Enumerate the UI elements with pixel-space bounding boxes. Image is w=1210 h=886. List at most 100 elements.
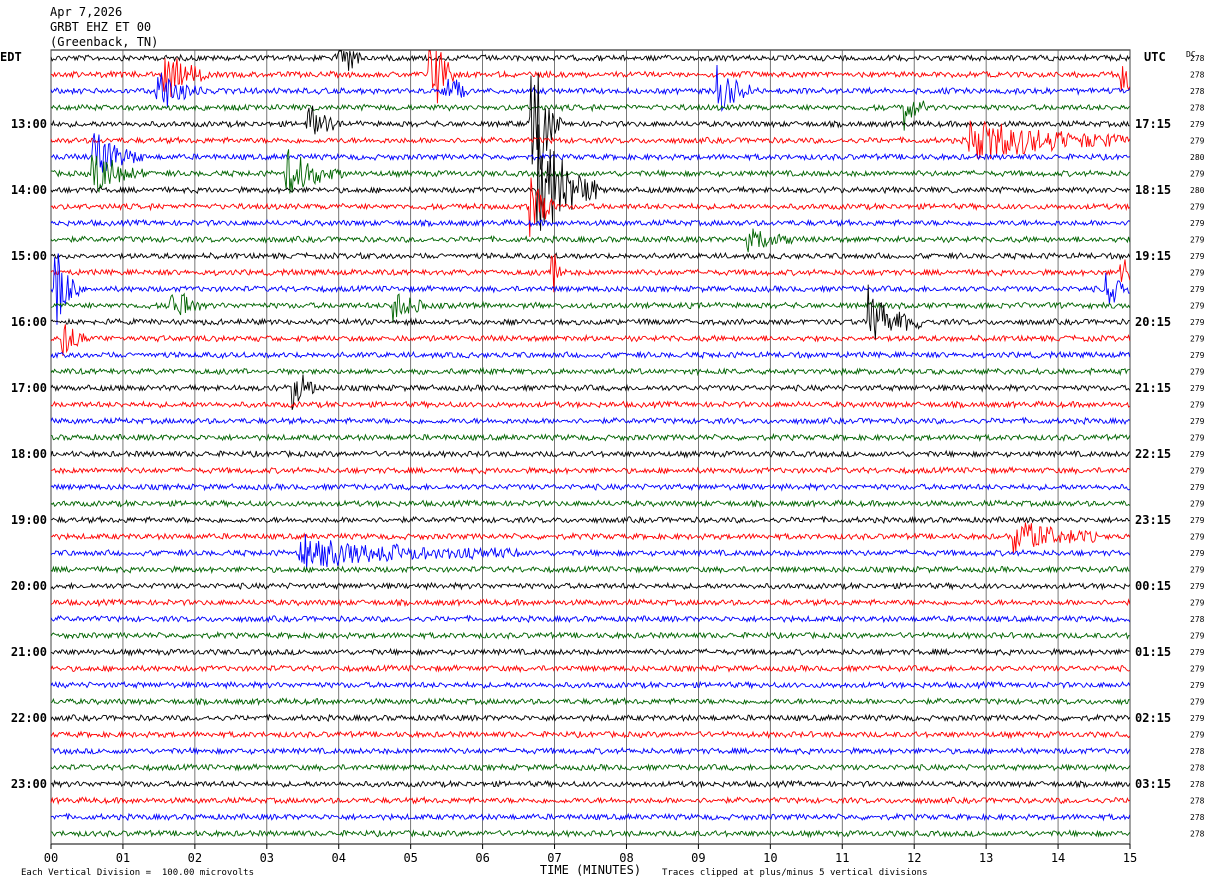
left-hour-label: 16:00 [11, 315, 47, 329]
station-location: (Greenback, TN) [50, 35, 159, 49]
dc-value: 279 [1190, 467, 1205, 476]
dc-value: 279 [1190, 285, 1205, 294]
seismic-trace [51, 522, 1131, 554]
left-hour-label: 17:00 [11, 381, 47, 395]
dc-value: 279 [1190, 450, 1205, 459]
seismic-trace [50, 730, 1131, 740]
right-hour-label: 03:15 [1135, 777, 1171, 791]
seismic-trace [50, 647, 1130, 657]
seismic-trace [50, 50, 1131, 71]
seismic-trace [50, 697, 1130, 707]
left-hour-label: 20:00 [11, 579, 47, 593]
dc-value: 279 [1190, 533, 1205, 542]
left-hour-label: 13:00 [11, 117, 47, 131]
dc-value: 279 [1190, 120, 1205, 129]
x-tick-label: 08 [619, 851, 633, 865]
seismic-trace [50, 664, 1131, 674]
dc-value: 278 [1190, 71, 1205, 80]
dc-value: 279 [1190, 137, 1205, 146]
dc-value: 279 [1190, 681, 1205, 690]
seismic-trace [50, 449, 1131, 459]
right-hour-label: 22:15 [1135, 447, 1171, 461]
dc-value: 278 [1190, 830, 1205, 839]
seismic-trace [50, 100, 1131, 131]
dc-value: 279 [1190, 236, 1205, 245]
left-hour-label: 14:00 [11, 183, 47, 197]
right-hour-label: 01:15 [1135, 645, 1171, 659]
seismic-trace [50, 534, 1131, 570]
seismic-trace [50, 829, 1131, 839]
record-date: Apr 7,2026 [50, 5, 123, 19]
dc-value: 279 [1190, 252, 1205, 261]
seismic-trace [50, 598, 1131, 608]
seismic-trace [50, 228, 1131, 253]
x-tick-label: 05 [403, 851, 417, 865]
seismic-trace [50, 124, 1131, 231]
seismic-trace [50, 254, 1131, 293]
x-tick-label: 07 [547, 851, 561, 865]
right-hour-label: 21:15 [1135, 381, 1171, 395]
dc-value: 279 [1190, 632, 1205, 641]
left-hour-label: 21:00 [11, 645, 47, 659]
seismic-trace [50, 763, 1131, 773]
dc-value: 279 [1190, 302, 1205, 311]
dc-value: 279 [1190, 582, 1205, 591]
dc-value: 279 [1190, 368, 1205, 377]
x-tick-label: 04 [332, 851, 346, 865]
seismic-trace [50, 292, 1131, 324]
seismic-trace [50, 253, 1130, 325]
right-hour-label: 17:15 [1135, 117, 1171, 131]
seismic-trace [50, 630, 1130, 640]
seismic-trace [50, 400, 1131, 410]
dc-value: 279 [1190, 203, 1205, 212]
seismic-trace [50, 713, 1131, 723]
seismic-trace [50, 432, 1131, 442]
x-tick-label: 09 [691, 851, 705, 865]
seismic-trace [50, 324, 1131, 356]
dc-value: 279 [1190, 401, 1205, 410]
dc-value: 279 [1190, 219, 1205, 228]
dc-value: 279 [1190, 335, 1205, 344]
x-tick-label: 02 [188, 851, 202, 865]
dc-value: 278 [1190, 54, 1205, 63]
seismic-trace [50, 177, 1131, 237]
seismic-trace [50, 149, 1131, 194]
dc-value: 279 [1190, 384, 1205, 393]
dc-value: 279 [1190, 269, 1205, 278]
seismic-trace [50, 466, 1131, 476]
seismic-trace [50, 120, 1131, 159]
dc-value: 280 [1190, 153, 1205, 162]
dc-value: 279 [1190, 351, 1205, 360]
seismic-trace [50, 812, 1131, 822]
right-timezone-label: UTC [1144, 50, 1166, 64]
left-hour-label: 19:00 [11, 513, 47, 527]
seismic-trace [50, 350, 1131, 360]
x-tick-label: 03 [260, 851, 274, 865]
left-hour-label: 15:00 [11, 249, 47, 263]
dc-value: 279 [1190, 665, 1205, 674]
seismic-trace [50, 796, 1131, 805]
seismic-trace [50, 581, 1131, 591]
dc-value: 279 [1190, 698, 1205, 707]
dc-value: 279 [1190, 714, 1205, 723]
x-tick-label: 01 [116, 851, 130, 865]
dc-value: 278 [1190, 764, 1205, 773]
dc-value: 279 [1190, 731, 1205, 740]
dc-value: 279 [1190, 434, 1205, 443]
clip-note: Traces clipped at plus/minus 5 vertical … [662, 868, 928, 878]
x-tick-label: 06 [475, 851, 489, 865]
right-hour-label: 02:15 [1135, 711, 1171, 725]
x-tick-label: 12 [907, 851, 921, 865]
dc-value: 279 [1190, 417, 1205, 426]
dc-value: 279 [1190, 170, 1205, 179]
x-tick-label: 15 [1123, 851, 1137, 865]
seismic-trace [50, 133, 1130, 173]
dc-value: 278 [1190, 87, 1205, 96]
dc-value: 279 [1190, 483, 1205, 492]
seismic-trace [50, 64, 1131, 113]
x-tick-label: 00 [44, 851, 58, 865]
dc-value: 279 [1190, 318, 1205, 327]
dc-value: 279 [1190, 648, 1205, 657]
seismic-trace [50, 680, 1131, 690]
seismic-trace [50, 50, 1131, 104]
